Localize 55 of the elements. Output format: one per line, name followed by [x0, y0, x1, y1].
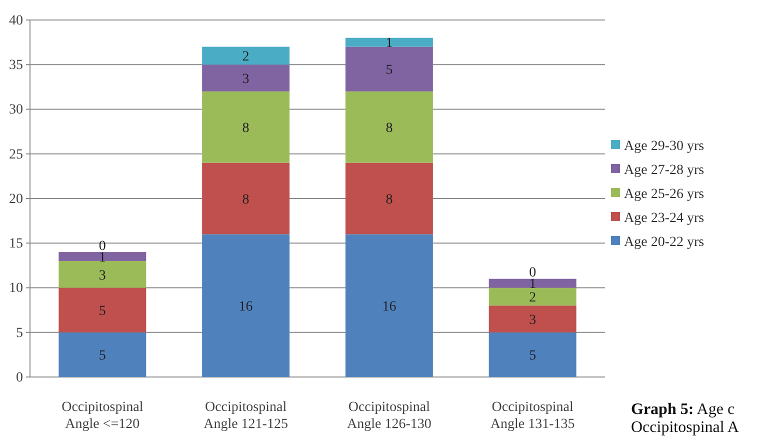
legend-label: Age 23-24 yrs — [624, 210, 704, 226]
data-label: 1 — [529, 277, 536, 292]
data-label: 1 — [386, 36, 393, 52]
bar — [488, 332, 576, 377]
y-tick-label: 30 — [9, 102, 23, 118]
y-tick-label: 0 — [16, 370, 23, 386]
data-label: 5 — [386, 62, 393, 78]
data-label: 8 — [242, 192, 250, 208]
bar — [58, 332, 146, 377]
data-label: 16 — [238, 300, 253, 314]
legend-label: Age 27-28 yrs — [624, 162, 704, 178]
legend-label: Age 20-22 yrs — [624, 234, 704, 250]
bar — [202, 162, 290, 234]
bar — [202, 46, 290, 65]
bar — [345, 46, 433, 92]
bar — [488, 306, 576, 332]
legend-label: Age 29-30 yrs — [624, 138, 704, 154]
data-label: 5 — [529, 348, 536, 364]
x-tick-label: Occipitospinal Angle 126-130 — [347, 400, 432, 432]
bar — [345, 91, 433, 163]
data-label: 8 — [386, 121, 393, 136]
data-label: 3 — [529, 312, 536, 328]
bar — [488, 278, 576, 288]
y-tick-label: 15 — [9, 236, 23, 252]
y-tick-label: 20 — [9, 192, 23, 207]
x-tick-label: Occipitospinal Angle <=120 — [62, 400, 144, 432]
data-label: 5 — [98, 304, 106, 319]
data-label: 8 — [386, 192, 393, 208]
data-label: 2 — [529, 290, 536, 306]
data-label: 3 — [242, 72, 250, 87]
bar — [202, 234, 290, 377]
y-tick-label: 35 — [9, 58, 23, 74]
bar — [488, 288, 576, 306]
y-tick-label: 25 — [9, 147, 23, 162]
y-tick-label: 5 — [16, 326, 23, 341]
data-label: 2 — [242, 50, 250, 65]
x-tick-label: Occipitospinal Angle 131-135 — [490, 400, 575, 432]
caption: Graph 5: Age c — [631, 401, 735, 418]
data-label: 5 — [98, 348, 106, 364]
data-label: 3 — [98, 268, 106, 284]
text: Occipitospinal A — [631, 419, 740, 436]
y-tick-label: 10 — [9, 281, 23, 296]
bar — [58, 252, 146, 261]
bar — [345, 234, 433, 377]
data-label: 8 — [242, 121, 250, 136]
bar — [345, 38, 433, 47]
legend-label: Age 25-26 yrs — [624, 186, 704, 202]
bar — [58, 288, 146, 332]
y-tick-label: 40 — [9, 13, 23, 28]
x-tick-label: Occipitospinal Angle 121-125 — [204, 400, 288, 432]
bar — [58, 260, 146, 288]
bar — [202, 91, 290, 163]
bar — [202, 64, 290, 92]
data-label: 16 — [382, 300, 396, 314]
bar — [345, 162, 433, 234]
